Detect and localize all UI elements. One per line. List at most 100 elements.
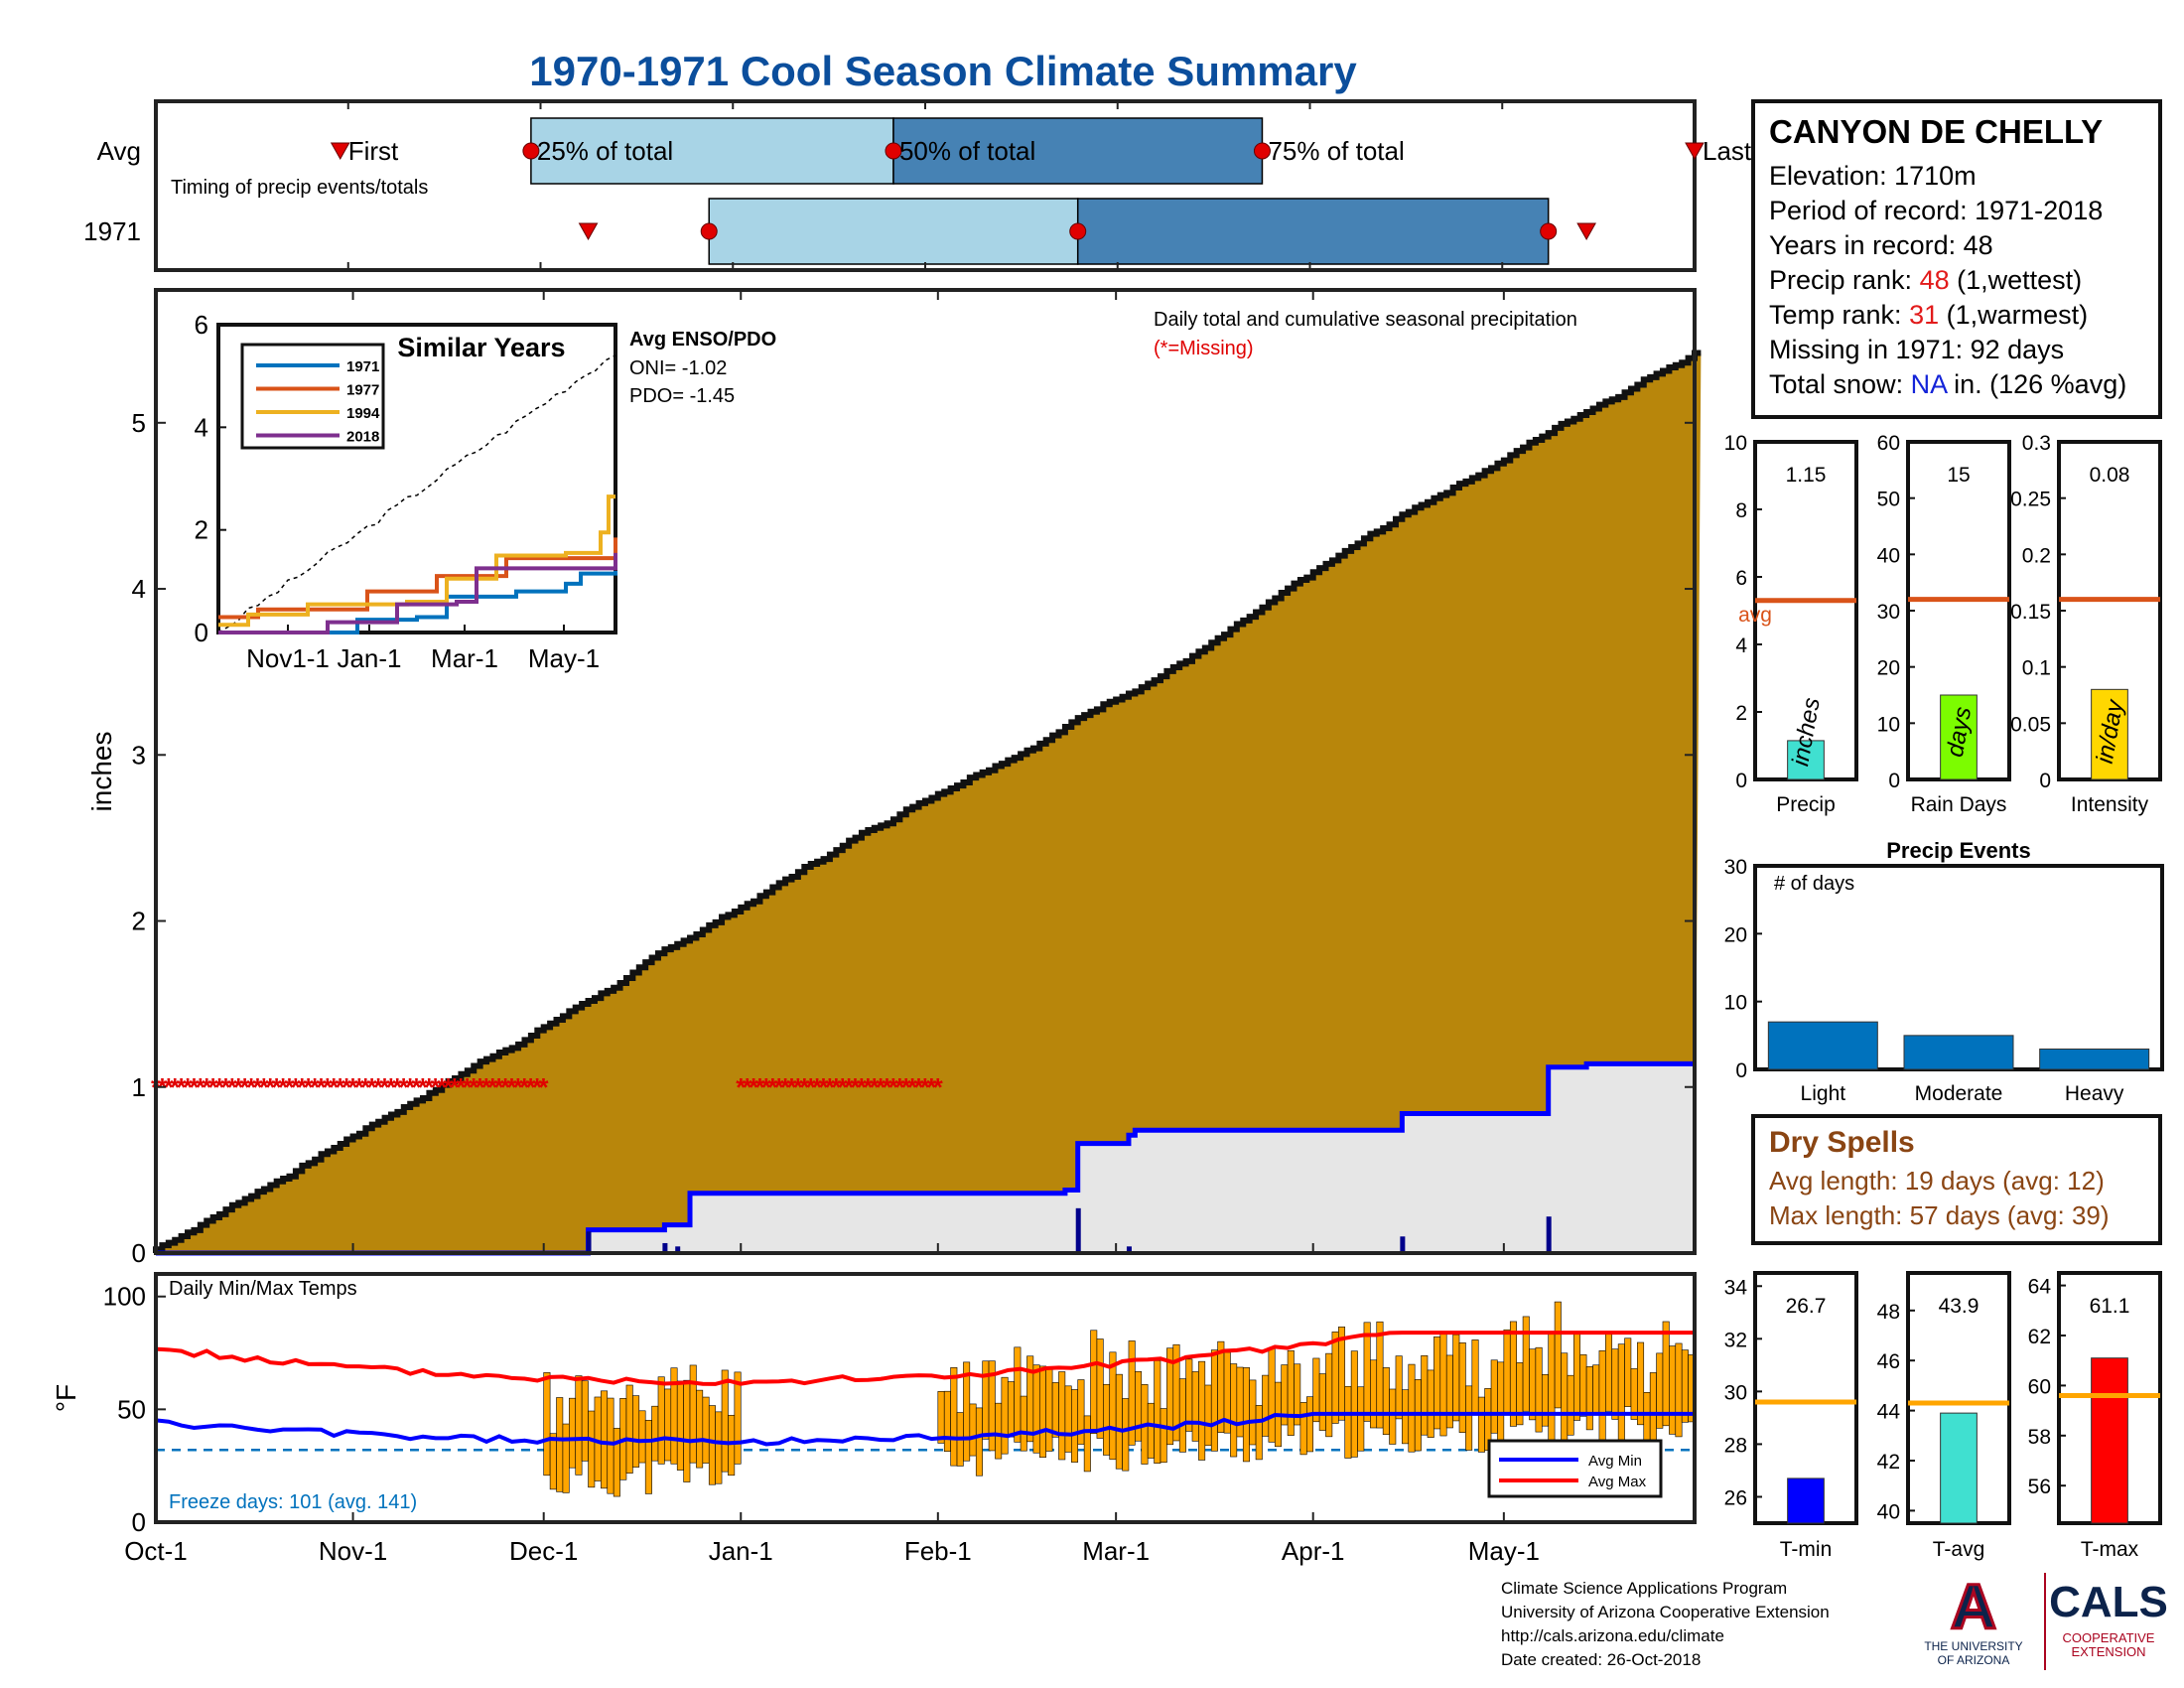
missing-day-marker: *	[291, 1072, 302, 1102]
missing-day-marker: *	[233, 1072, 244, 1102]
stat-intensity-y-tick-label: 0.2	[2022, 544, 2051, 567]
daily-temp-bar	[638, 1410, 646, 1464]
temp-y-tick-label: 0	[132, 1507, 146, 1537]
dry-spells-max-length: Max length: 57 days (avg: 39)	[1769, 1200, 2110, 1230]
stat-x-label: Intensity	[2071, 793, 2149, 816]
x-axis-tick-label: Nov-1	[319, 1536, 387, 1566]
stat-intensity-y-tick-label: 0.1	[2022, 657, 2051, 680]
daily-temp-bar	[1020, 1395, 1027, 1452]
temp-bar-x-label: T-max	[2081, 1538, 2139, 1561]
temp-t-max-y-tick-label: 56	[2028, 1476, 2051, 1498]
timing-marker-p25-avg	[522, 142, 540, 160]
missing-day-marker: *	[818, 1072, 829, 1102]
stat-rain-days-value-label: 15	[1947, 464, 1970, 487]
daily-precip-bar	[586, 1231, 592, 1253]
temp-chart-title: Daily Min/Max Temps	[169, 1278, 357, 1300]
daily-temp-bar	[1554, 1301, 1562, 1409]
missing-day-marker: *	[297, 1072, 308, 1102]
station-period: Period of record: 1971-2018	[1769, 196, 2104, 225]
daily-temp-bar	[734, 1371, 742, 1465]
missing-day-marker: *	[799, 1072, 810, 1102]
temp-t-min-y-tick-label: 30	[1724, 1381, 1747, 1404]
daily-temp-bar	[1541, 1373, 1549, 1427]
freeze-days-note: Freeze days: 101 (avg. 141)	[169, 1491, 417, 1513]
daily-temp-bar	[1090, 1330, 1098, 1435]
missing-day-marker: *	[532, 1072, 543, 1102]
daily-temp-bar	[1083, 1415, 1091, 1473]
timing-marker-first-y1971	[578, 222, 599, 241]
daily-temp-bar	[1115, 1373, 1123, 1470]
snow-note: in. (126 %avg)	[1946, 369, 2127, 399]
x-axis-tick-label: May-1	[1468, 1536, 1540, 1566]
daily-temp-bar	[1548, 1333, 1556, 1442]
daily-temp-bar	[607, 1397, 614, 1494]
main-y-tick-label: 0	[132, 1238, 146, 1268]
missing-day-marker: *	[500, 1072, 511, 1102]
stat-rain-days-y-tick-label: 50	[1877, 489, 1900, 511]
daily-temp-bar	[562, 1423, 570, 1493]
timing-marker-p75-y1971	[1540, 222, 1558, 240]
snow-label: Total snow:	[1769, 369, 1911, 399]
missing-day-marker: *	[373, 1072, 384, 1102]
daily-temp-bar	[1287, 1349, 1295, 1436]
daily-temp-bar	[1331, 1332, 1339, 1424]
missing-note: (*=Missing)	[1154, 338, 1254, 359]
ua-logo-line1: THE UNIVERSITY	[1924, 1639, 2022, 1653]
inset-series-line-2018	[218, 552, 617, 634]
timing-label-75pct: 75% of total	[1268, 136, 1404, 166]
daily-temp-bar	[721, 1369, 729, 1473]
ua-logo-line2: OF ARIZONA	[1938, 1653, 2010, 1667]
daily-temp-bar	[1236, 1366, 1244, 1438]
temp-rank-note: (1,warmest)	[1939, 300, 2089, 330]
missing-day-marker: *	[214, 1072, 225, 1102]
inset-x-tick-label: Nov1-1	[246, 643, 330, 673]
daily-precip-bar	[675, 1246, 681, 1253]
dry-spells-panel: Dry Spells Avg length: 19 days (avg: 12)…	[1751, 1114, 2162, 1245]
daily-temp-bar	[1471, 1339, 1479, 1414]
daily-temp-bar	[1490, 1359, 1498, 1434]
x-axis-tick-label: Mar-1	[1082, 1536, 1150, 1566]
temp-legend-box	[1487, 1439, 1663, 1498]
missing-day-marker: *	[310, 1072, 321, 1102]
missing-day-marker: *	[456, 1072, 467, 1102]
stat-x-label: Rain Days	[1911, 793, 2007, 816]
daily-temp-bar	[1204, 1384, 1212, 1447]
missing-day-marker: *	[926, 1072, 937, 1102]
temp-t-min-y-tick-label: 34	[1724, 1276, 1748, 1299]
daily-temp-bar	[1294, 1363, 1301, 1426]
credits-line: Date created: 26-Oct-2018	[1501, 1650, 1702, 1669]
daily-temp-bar	[708, 1405, 716, 1485]
daily-temp-bar	[1395, 1355, 1403, 1420]
missing-day-marker: *	[379, 1072, 390, 1102]
daily-temp-bar	[696, 1389, 704, 1469]
daily-temp-bar	[1477, 1396, 1485, 1453]
missing-day-marker: *	[857, 1072, 868, 1102]
temp-t-max-y-tick-label: 62	[2028, 1326, 2051, 1348]
enso-title: Avg ENSO/PDO	[629, 329, 776, 351]
x-axis-tick-label: Jan-1	[709, 1536, 773, 1566]
temp-t-min-value-label: 26.7	[1786, 1295, 1827, 1318]
daily-temp-bar	[1064, 1385, 1072, 1453]
daily-temp-bar	[1567, 1374, 1574, 1436]
precip-events-y-tick-label: 20	[1724, 923, 1747, 946]
daily-precip-bar	[1400, 1236, 1406, 1253]
page-title: 1970-1971 Cool Season Climate Summary	[529, 48, 1357, 94]
main-y-axis-label: inches	[86, 732, 117, 812]
daily-temp-bar	[1135, 1371, 1143, 1442]
daily-temp-bar	[1096, 1338, 1104, 1439]
daily-temp-bar	[1160, 1408, 1167, 1464]
daily-temp-bar	[969, 1403, 977, 1457]
missing-day-marker: *	[354, 1072, 365, 1102]
daily-temp-bar	[1643, 1392, 1651, 1444]
inset-legend-label: 1971	[346, 358, 379, 375]
temp-bar-x-label: T-min	[1780, 1538, 1833, 1561]
precip-events-bar	[1767, 1021, 1878, 1070]
missing-day-marker: *	[227, 1072, 238, 1102]
precip-events-y-tick-label: 30	[1724, 856, 1747, 879]
missing-day-marker: *	[367, 1072, 378, 1102]
daily-temp-bar	[728, 1414, 736, 1477]
daily-temp-bar	[950, 1367, 958, 1467]
inset-x-tick-label: Jan-1	[337, 643, 401, 673]
missing-day-marker: *	[786, 1072, 797, 1102]
missing-day-marker: *	[418, 1072, 429, 1102]
